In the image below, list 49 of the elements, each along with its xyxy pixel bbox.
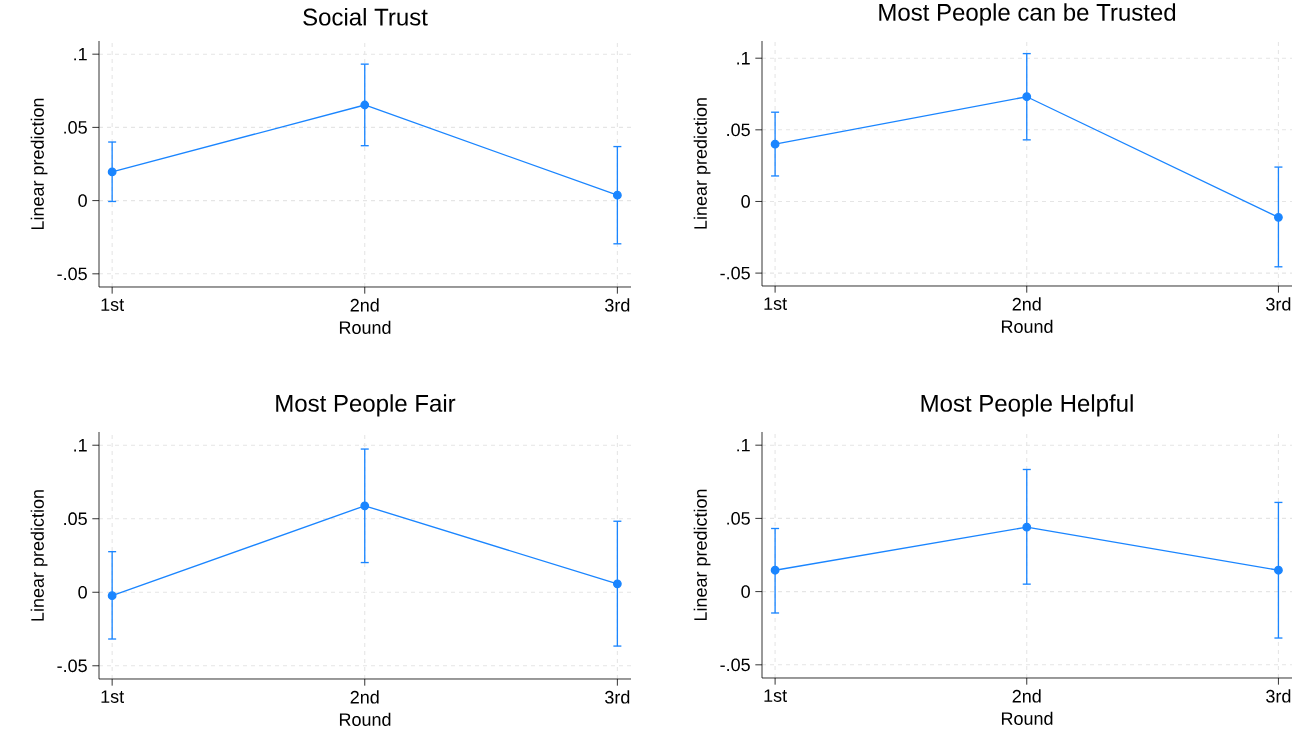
x-tick-label: 1st — [764, 297, 787, 310]
x-tick-label: 1st — [101, 690, 125, 703]
chart-title: Most People can be Trusted — [879, 3, 1176, 26]
point — [1022, 92, 1032, 102]
y-tick-label: .05 — [727, 123, 750, 137]
x-axis-title: Round — [1001, 711, 1053, 725]
y-tick-label: -.05 — [57, 267, 87, 281]
point — [1274, 212, 1283, 222]
x-tick-label: 2nd — [350, 298, 379, 312]
chart-title: Social Trust — [303, 7, 428, 26]
x-tick-label: 3rd — [605, 690, 630, 704]
x-tick-label: 3rd — [1266, 689, 1291, 703]
y-axis-title: Linear prediction — [30, 490, 48, 621]
y-tick-label: 0 — [78, 585, 87, 599]
chart-title: Most People Fair — [276, 394, 456, 417]
y-tick-label: .1 — [737, 438, 750, 452]
x-axis-title: Round — [339, 712, 391, 726]
chart-title: Most People Helpful — [921, 394, 1133, 417]
y-axis-title: Linear prediction — [30, 98, 48, 230]
x-tick-label: 2nd — [1012, 689, 1041, 703]
point — [107, 167, 117, 177]
x-tick-label: 2nd — [350, 690, 379, 704]
y-tick-label: .1 — [74, 439, 87, 452]
x-axis-title: Round — [339, 320, 391, 334]
y-tick-label: 0 — [78, 194, 87, 207]
x-axis-title: Round — [1001, 319, 1053, 333]
x-tick-label: 3rd — [605, 298, 630, 312]
y-tick-label: .1 — [737, 52, 750, 65]
y-tick-label: .05 — [64, 121, 87, 134]
y-axis-title: Linear prediction — [693, 98, 711, 229]
y-tick-label: .1 — [74, 47, 87, 61]
point — [360, 501, 370, 511]
y-tick-label: -.05 — [720, 658, 750, 672]
y-tick-label: .05 — [727, 512, 750, 525]
y-tick-label: -.05 — [57, 659, 87, 673]
y-tick-label: .05 — [64, 512, 87, 526]
y-tick-label: 0 — [741, 195, 750, 208]
y-tick-label: -.05 — [720, 266, 750, 280]
y-tick-label: 0 — [741, 585, 750, 598]
point — [612, 579, 622, 589]
point — [107, 591, 117, 601]
y-axis-title: Linear prediction — [693, 489, 711, 621]
point — [770, 139, 780, 149]
x-tick-label: 2nd — [1012, 297, 1041, 311]
x-tick-label: 1st — [764, 689, 787, 702]
x-tick-label: 1st — [101, 298, 125, 311]
point — [360, 100, 370, 110]
point — [612, 190, 622, 200]
x-tick-label: 3rd — [1266, 297, 1291, 311]
